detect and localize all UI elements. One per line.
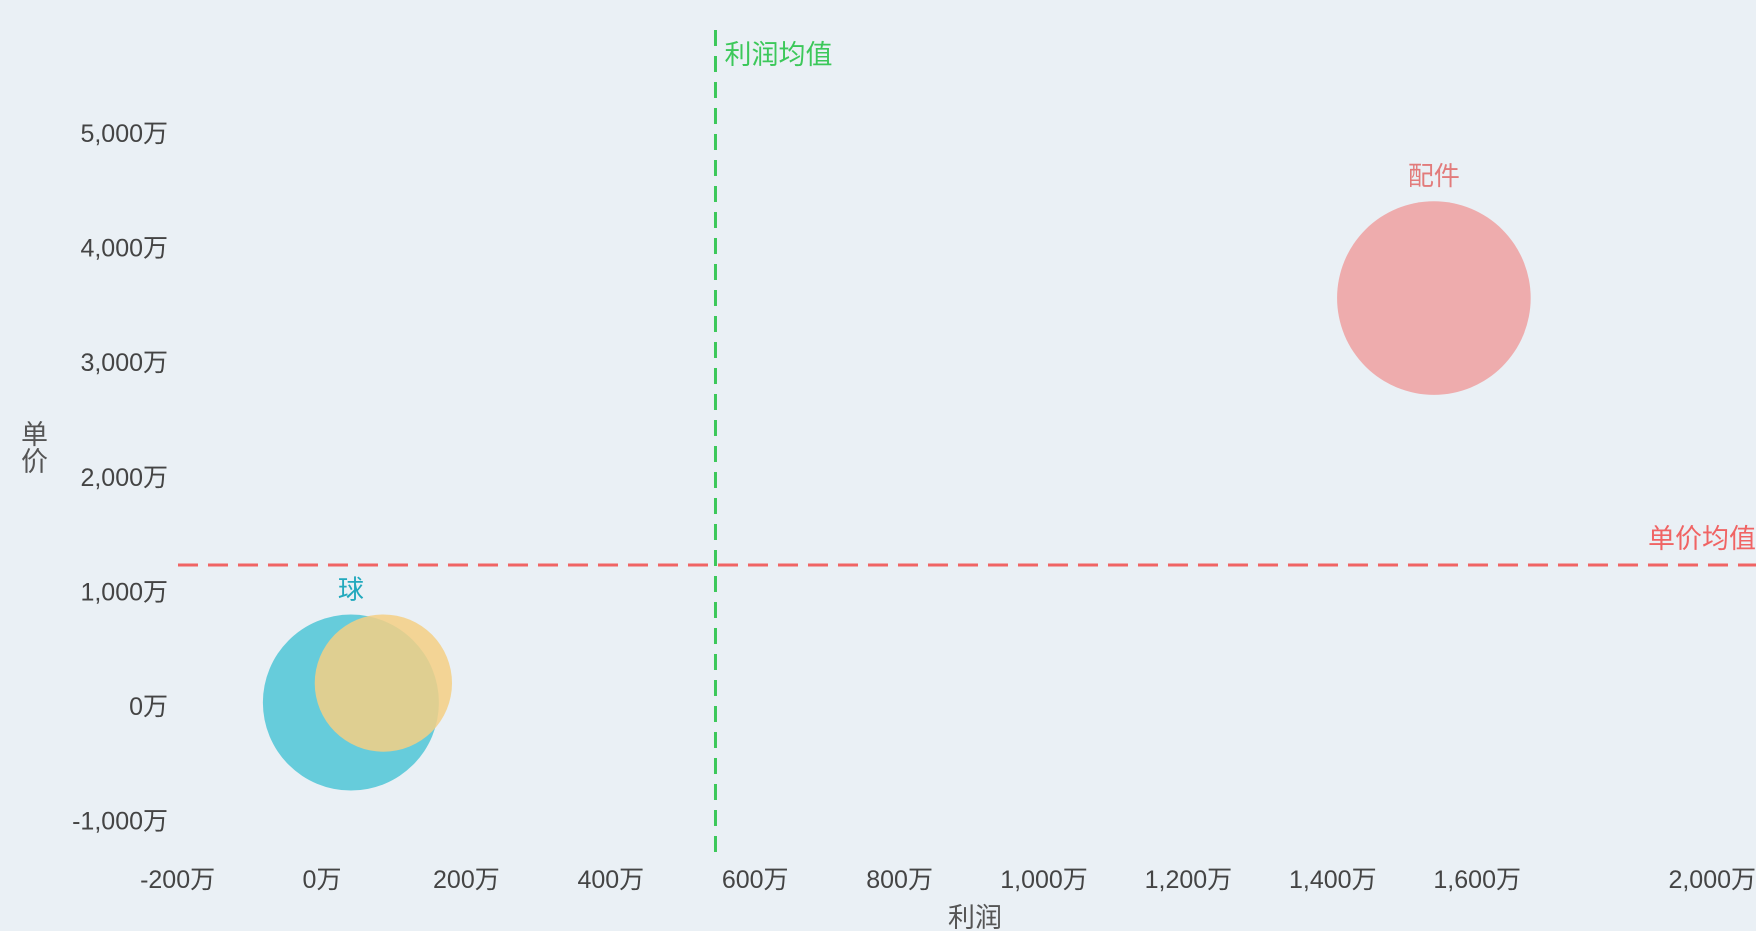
- y-tick-label: 4,000万: [80, 235, 168, 263]
- x-tick-label: 200万: [433, 866, 500, 894]
- x-tick-label: 1,200万: [1145, 866, 1233, 894]
- x-tick-label: 0万: [303, 866, 342, 894]
- reference-label-x: 利润均值: [724, 40, 832, 70]
- y-tick-label: 5,000万: [80, 120, 168, 148]
- bubble-label: 球: [338, 575, 364, 605]
- x-tick-label: 2,000万: [1668, 866, 1756, 894]
- x-tick-label: 1,400万: [1289, 866, 1377, 894]
- y-tick-label: 1,000万: [80, 578, 168, 606]
- x-axis-title: 利润: [948, 903, 1002, 931]
- bubble-label: 配件: [1408, 161, 1460, 191]
- x-tick-label: 600万: [722, 866, 789, 894]
- bubble[interactable]: [1337, 201, 1531, 395]
- y-tick-label: 0万: [129, 693, 168, 721]
- y-tick-label: 3,000万: [80, 349, 168, 377]
- bubble[interactable]: [314, 614, 453, 752]
- reference-label-y: 单价均值: [1648, 524, 1756, 554]
- x-tick-label: 1,600万: [1433, 866, 1521, 894]
- x-tick-label: 400万: [577, 866, 644, 894]
- y-tick-label: 2,000万: [80, 464, 168, 492]
- y-tick-label: -1,000万: [72, 808, 168, 836]
- bubble-series: 球 配件: [262, 161, 1531, 791]
- y-axis-title: 单价: [17, 420, 48, 474]
- x-tick-label: 800万: [866, 866, 933, 894]
- x-tick-label: -200万: [140, 866, 215, 894]
- x-axis-ticks: -200万 0万 200万 400万 600万 800万 1,000万 1,200万 1,400…: [140, 866, 1756, 894]
- y-axis-ticks: 5,000万 4,000万 3,000万 2,000万 1,000万 0万 -1,000万: [72, 120, 168, 836]
- x-tick-label: 1,000万: [1000, 866, 1088, 894]
